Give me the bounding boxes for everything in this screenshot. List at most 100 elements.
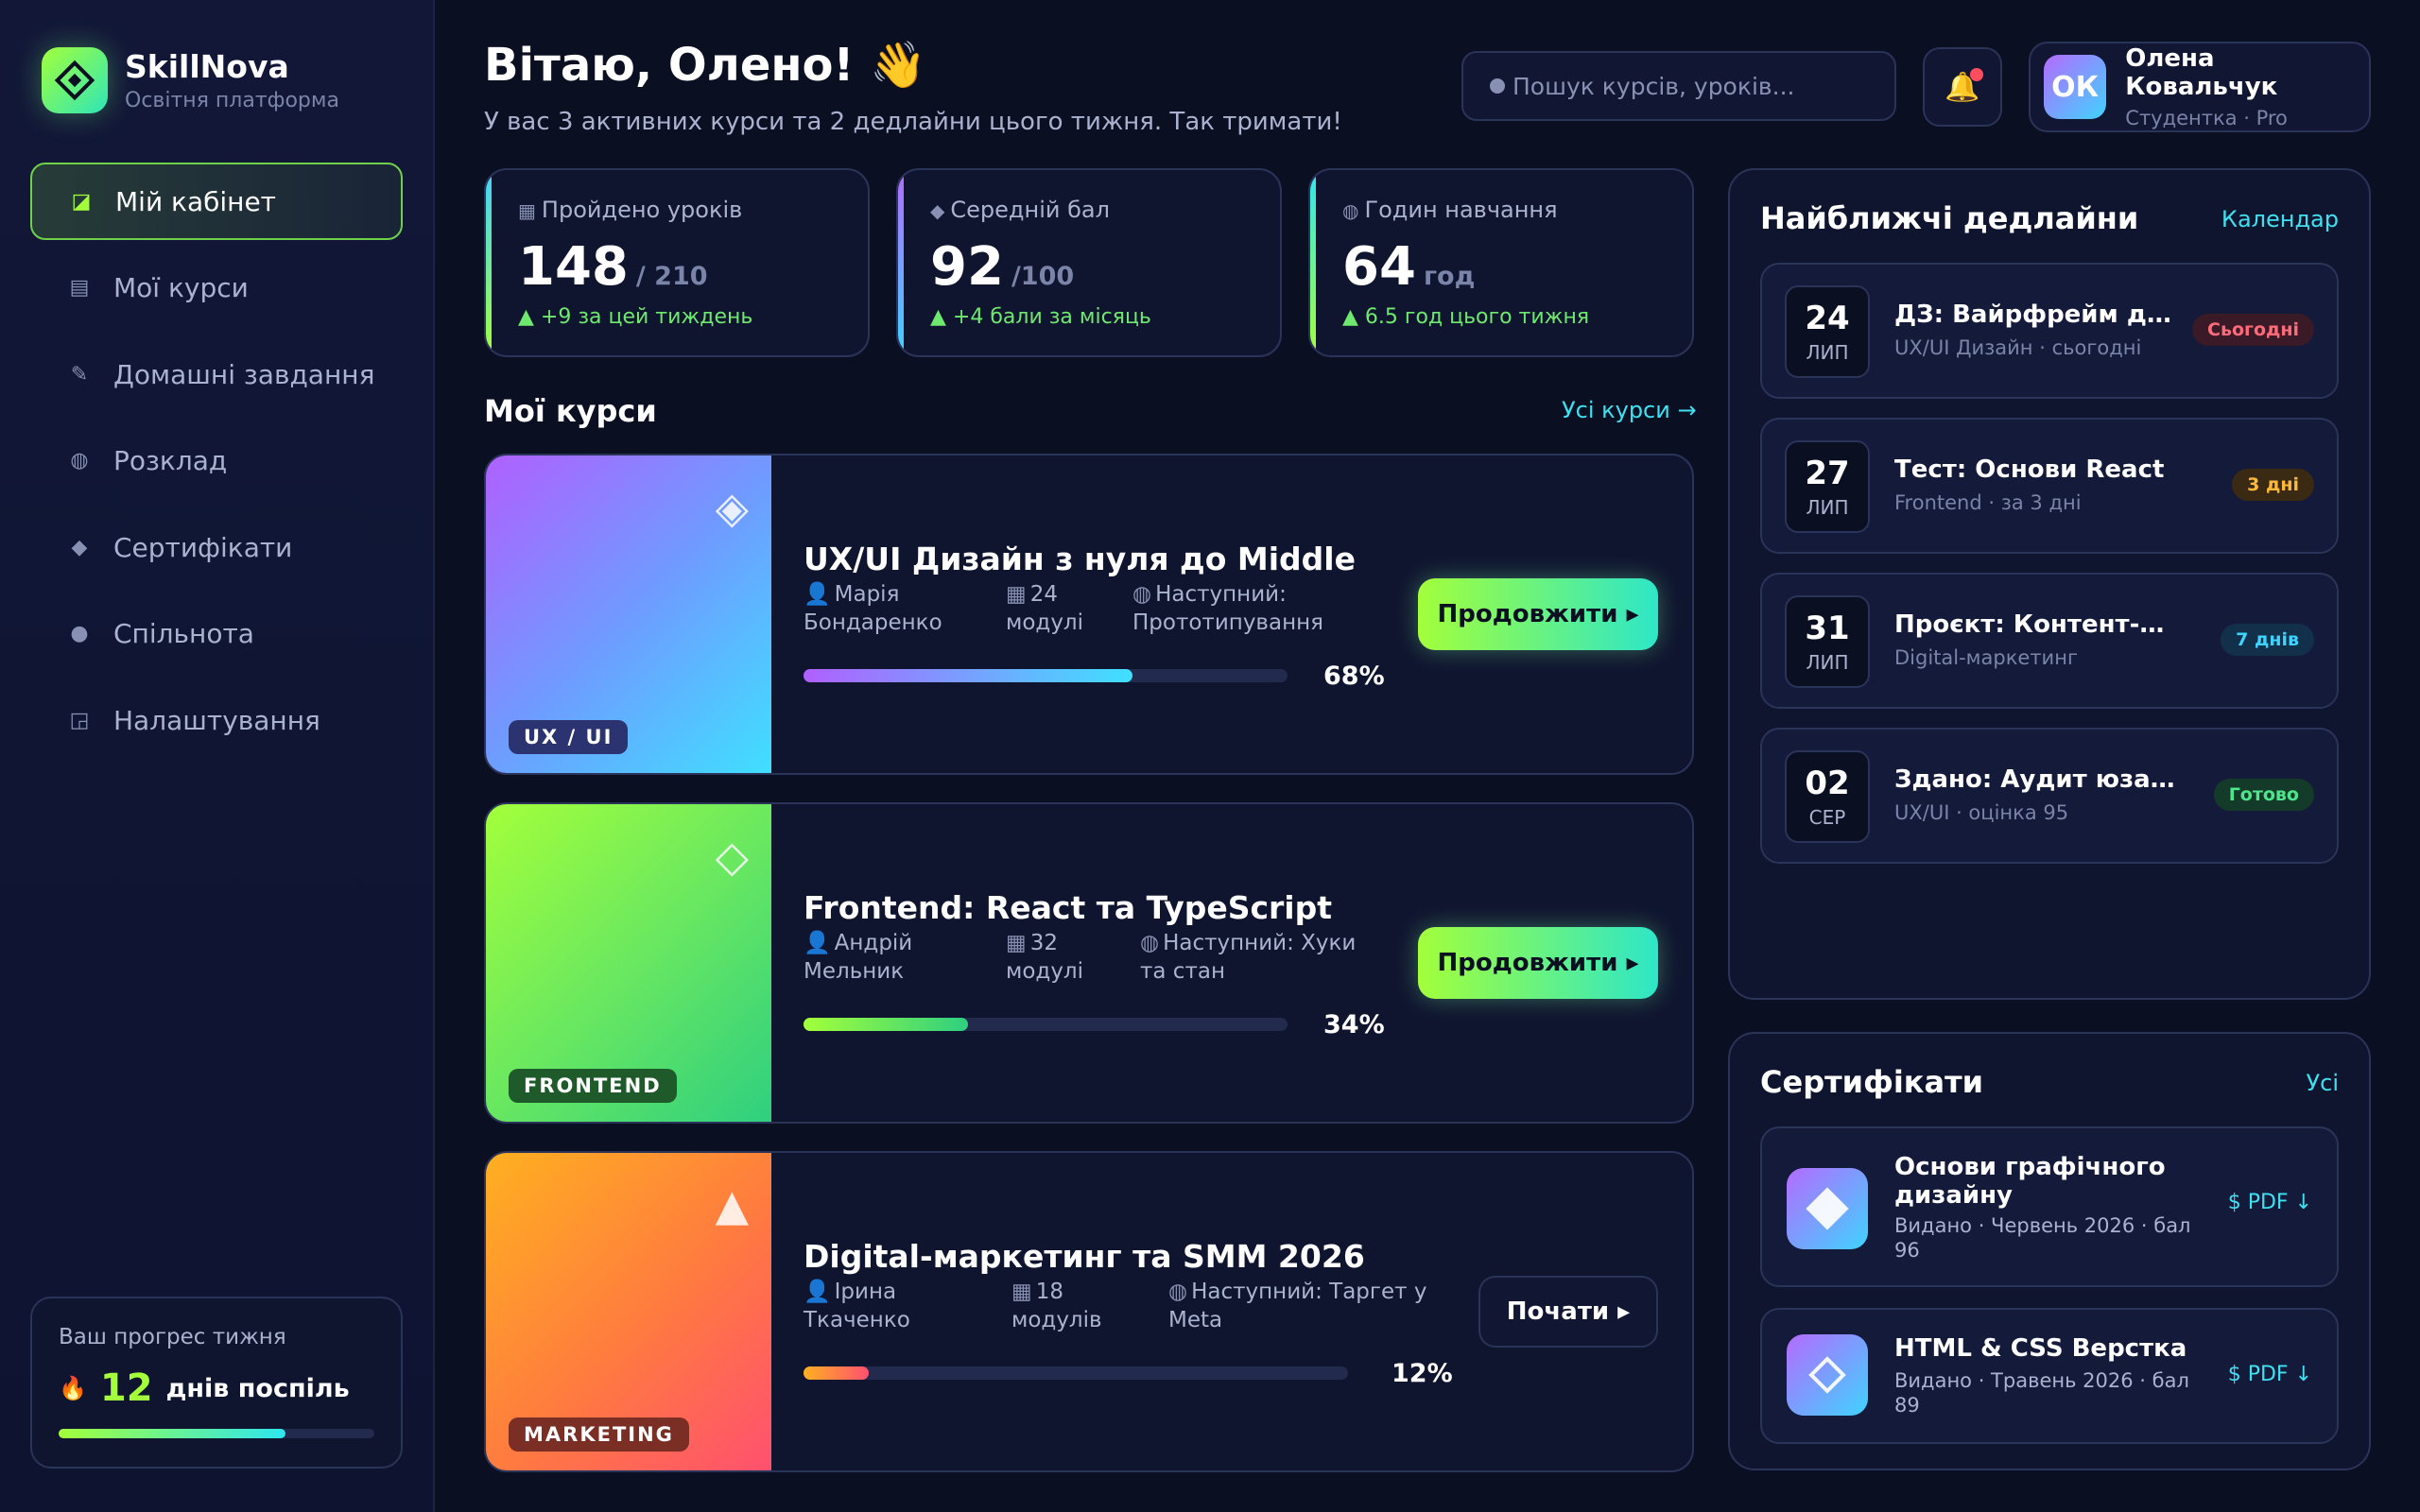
course-card-frontend[interactable]: ◇ FRONTEND Frontend: React та TypeScript…	[484, 802, 1694, 1124]
user-icon: 👤	[804, 1280, 831, 1304]
certificates-panel: Сертифікати Усі Основи графічного дизайн…	[1728, 1032, 2371, 1470]
sidebar-item-my-courses[interactable]: ▤ Мої курси	[30, 249, 403, 327]
stat-delta: ▲ 6.5 год цього тижня	[1342, 305, 1590, 329]
streak-count: 12	[99, 1366, 153, 1410]
deadline-date: 02 СЕР	[1785, 750, 1870, 843]
diamond-icon: ◆	[71, 535, 88, 559]
deadline-title: ДЗ: Вайрфрейм дод...	[1894, 301, 2178, 329]
brand-subtitle: Освітня платформа	[125, 89, 339, 112]
sidebar: SkillNova Освітня платформа ◪ Мій кабіне…	[0, 0, 435, 1512]
course-author: 👤 Марія Бондаренко	[804, 582, 942, 635]
status-badge: Готово	[2213, 779, 2314, 811]
course-progress-bar	[804, 1366, 1348, 1380]
certificate-icon	[1787, 1168, 1868, 1249]
deadline-date: 27 ЛИП	[1785, 440, 1870, 533]
avatar: ОК	[2044, 55, 2107, 119]
next-icon: ◍	[1132, 582, 1152, 607]
deadline-subtitle: Digital-маркетинг	[1894, 646, 2078, 669]
course-thumbnail: ◇ FRONTEND	[486, 804, 771, 1122]
stat-unit: /100	[1011, 262, 1075, 291]
user-icon: 👤	[804, 582, 831, 607]
course-thumbnail: ◈ UX / UI	[486, 455, 771, 773]
page-title: Вітаю, Олено! 👋	[484, 39, 926, 92]
search-input[interactable]: Пошук курсів, уроків...	[1461, 51, 1896, 121]
next-icon: ◍	[1168, 1280, 1188, 1304]
all-certificates-link[interactable]: Усі	[2306, 1070, 2340, 1096]
stat-card-average-score: ◆ Середній бал 92/100 ▲ +4 бали за місяць	[896, 168, 1282, 357]
next-icon: ◍	[1140, 931, 1160, 955]
course-progress-label: 34%	[1323, 1010, 1385, 1040]
deadline-subtitle: UX/UI Дизайн · сьогодні	[1894, 336, 2142, 359]
triangle-icon: ▲	[715, 1179, 749, 1230]
course-progress-label: 68%	[1323, 662, 1385, 691]
diamond-outline-icon: ◇	[715, 831, 749, 882]
sidebar-item-label: Мої курси	[113, 272, 249, 304]
pencil-icon: ✎	[70, 362, 89, 387]
certificate-item[interactable]: Основи графічного дизайну Видано · Черве…	[1760, 1126, 2339, 1287]
deadline-item[interactable]: 24 ЛИП ДЗ: Вайрфрейм дод... UX/UI Дизайн…	[1760, 263, 2339, 399]
weekly-progress-bar	[59, 1429, 374, 1438]
weekly-progress-title: Ваш прогрес тижня	[59, 1325, 286, 1349]
course-progress-bar	[804, 669, 1288, 682]
course-title: Frontend: React та TypeScript	[804, 889, 1333, 926]
certificates-title: Сертифікати	[1760, 1064, 1984, 1100]
download-pdf-link[interactable]: $ PDF ↓	[2227, 1363, 2312, 1386]
sidebar-item-homework[interactable]: ✎ Домашні завдання	[30, 335, 403, 413]
user-name: Олена Ковальчук	[2125, 44, 2278, 101]
stat-value: 148	[518, 236, 629, 298]
course-author: 👤 Ірина Ткаченко	[804, 1280, 910, 1332]
stat-label: Годин навчання	[1364, 197, 1558, 223]
deadline-item[interactable]: 02 СЕР Здано: Аудит юзабіліті UX/UI · оц…	[1760, 728, 2339, 864]
sidebar-item-dashboard[interactable]: ◪ Мій кабінет	[30, 163, 403, 240]
status-badge: 7 днів	[2221, 624, 2314, 656]
continue-button[interactable]: Продовжити ▸	[1418, 927, 1658, 999]
sidebar-item-label: Спільнота	[113, 618, 254, 650]
course-progress-fill	[804, 1018, 969, 1031]
deadline-date: 24 ЛИП	[1785, 285, 1870, 378]
certificate-item[interactable]: HTML & CSS Верстка Видано · Травень 2026…	[1760, 1308, 2339, 1444]
user-icon: 👤	[804, 931, 831, 955]
sidebar-item-schedule[interactable]: ◍ Розклад	[30, 422, 403, 500]
certificate-subtitle: Видано · Червень 2026 · бал 96	[1894, 1214, 2191, 1262]
stat-unit: год	[1423, 262, 1476, 291]
dashboard-icon: ◪	[71, 189, 92, 214]
user-profile[interactable]: ОК Олена Ковальчук Студентка · Pro	[2029, 42, 2371, 132]
sidebar-item-label: Домашні завдання	[113, 358, 375, 390]
search-placeholder: Пошук курсів, уроків...	[1512, 72, 1795, 100]
deadline-date: 31 ЛИП	[1785, 595, 1870, 688]
all-courses-link[interactable]: Усі курси →	[1562, 397, 1697, 423]
courses-section-title: Мої курси	[484, 393, 657, 429]
stat-delta: ▲ +9 за цей тиждень	[518, 305, 753, 329]
course-card-marketing[interactable]: ▲ MARKETING Digital-маркетинг та SMM 202…	[484, 1151, 1694, 1472]
course-tag: UX / UI	[509, 720, 629, 754]
calendar-icon: ◍	[70, 449, 89, 473]
search-icon	[1490, 78, 1505, 94]
deadline-item[interactable]: 31 ЛИП Проєкт: Контент-план Digital-марк…	[1760, 573, 2339, 709]
notifications-button[interactable]: 🔔	[1923, 47, 2002, 127]
course-next-lesson: ◍ Наступний: Таргет у Meta	[1168, 1280, 1427, 1332]
course-thumbnail: ▲ MARKETING	[486, 1153, 771, 1470]
stat-label: Середній бал	[950, 197, 1110, 223]
deadline-title: Здано: Аудит юзабіліті	[1894, 765, 2178, 794]
download-pdf-link[interactable]: $ PDF ↓	[2227, 1191, 2312, 1214]
course-progress-fill	[804, 669, 1133, 682]
continue-button[interactable]: Продовжити ▸	[1418, 578, 1658, 650]
lessons-icon: ▦	[518, 199, 536, 222]
stat-value: 64	[1342, 236, 1416, 298]
start-button[interactable]: Почати ▸	[1478, 1276, 1658, 1348]
deadline-item[interactable]: 27 ЛИП Тест: Основи React Frontend · за …	[1760, 418, 2339, 554]
deadline-title: Проєкт: Контент-план	[1894, 610, 2178, 639]
modules-icon: ▦	[1006, 931, 1027, 955]
courses-icon: ▤	[69, 276, 90, 301]
calendar-link[interactable]: Календар	[2221, 206, 2339, 232]
brand-logo[interactable]: SkillNova Освітня платформа	[42, 47, 339, 113]
sidebar-item-community[interactable]: ● Спільнота	[30, 595, 403, 673]
course-modules: ▦ 24 модулі	[1006, 582, 1084, 635]
brand-name: SkillNova	[125, 48, 289, 85]
sidebar-item-certificates[interactable]: ◆ Сертифікати	[30, 508, 403, 586]
streak-label: днів поспіль	[165, 1373, 350, 1403]
course-card-uxui[interactable]: ◈ UX / UI UX/UI Дизайн з нуля до Middle …	[484, 454, 1694, 775]
sidebar-item-settings[interactable]: ◲ Налаштування	[30, 682, 403, 760]
settings-icon: ◲	[69, 709, 90, 733]
stat-card-lessons: ▦ Пройдено уроків 148/ 210 ▲ +9 за цей ти…	[484, 168, 870, 357]
